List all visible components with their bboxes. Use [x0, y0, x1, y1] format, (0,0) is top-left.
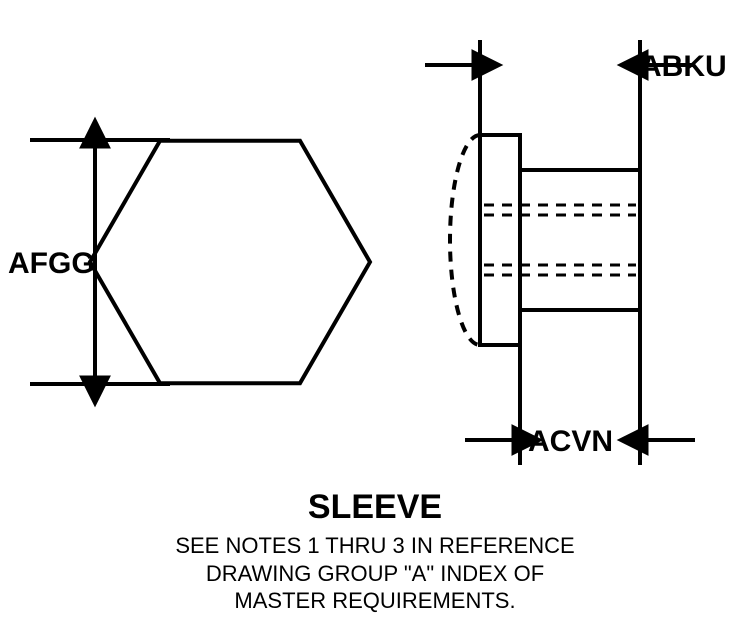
hexagon-front-view	[90, 141, 370, 383]
sleeve-side-view	[450, 135, 640, 345]
dim-label-acvn: ACVN	[528, 425, 613, 459]
dim-label-afgg: AFGG	[8, 247, 95, 281]
dim-label-abku: ABKU	[640, 50, 727, 84]
note-line-3: MASTER REQUIREMENTS.	[234, 588, 515, 613]
drawing-note: SEE NOTES 1 THRU 3 IN REFERENCE DRAWING …	[0, 532, 750, 615]
drawing-canvas: AFGG ABKU ACVN SLEEVE SEE NOTES 1 THRU 3…	[0, 0, 750, 631]
drawing-title: SLEEVE	[0, 488, 750, 527]
note-line-1: SEE NOTES 1 THRU 3 IN REFERENCE	[175, 533, 574, 558]
note-line-2: DRAWING GROUP "A" INDEX OF	[206, 561, 544, 586]
